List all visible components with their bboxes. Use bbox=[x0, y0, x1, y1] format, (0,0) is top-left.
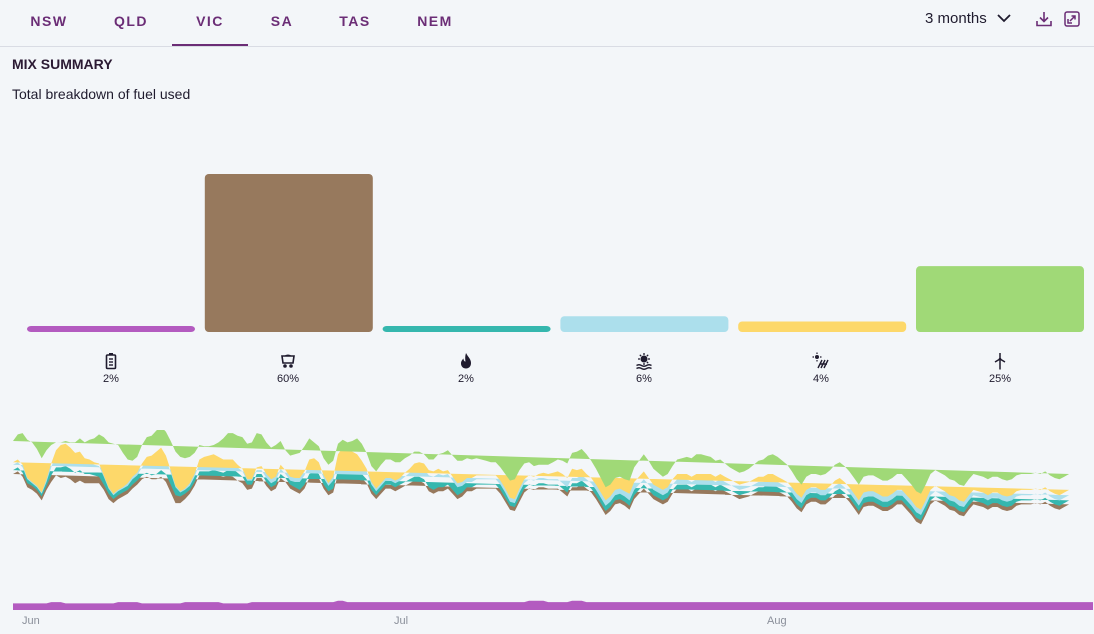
bar-wind[interactable] bbox=[916, 266, 1084, 332]
bar-solar[interactable] bbox=[738, 321, 907, 332]
fuel-mix-area-chart bbox=[13, 430, 1093, 610]
hydro-percent: 6% bbox=[636, 373, 652, 385]
coal-percent: 60% bbox=[276, 373, 300, 385]
x-tick-label-aug: Aug bbox=[767, 615, 787, 627]
bar-gas[interactable] bbox=[382, 326, 551, 332]
tab-vic[interactable]: VIC bbox=[172, 0, 248, 46]
tab-tas[interactable]: TAS bbox=[339, 13, 371, 29]
tab-qld[interactable]: QLD bbox=[113, 13, 149, 29]
bar-hydro[interactable] bbox=[560, 316, 729, 332]
fuel-stat-solar: 4% bbox=[791, 352, 851, 385]
gas-percent: 2% bbox=[458, 373, 474, 385]
wind-percent: 25% bbox=[988, 373, 1012, 385]
tab-nsw[interactable]: NSW bbox=[30, 13, 68, 29]
range-label: 3 months bbox=[925, 10, 987, 27]
fuel-stat-hydro: 6% bbox=[614, 352, 674, 385]
mix-summary-subtitle: Total breakdown of fuel used bbox=[12, 86, 191, 102]
tab-sa[interactable]: SA bbox=[270, 13, 294, 29]
hydro-icon bbox=[636, 353, 652, 370]
region-tab-bar: NSW QLD VIC SA TAS NEM 3 months bbox=[0, 0, 1094, 47]
area-series-0[interactable] bbox=[13, 600, 1093, 610]
expand-icon[interactable] bbox=[1063, 10, 1081, 28]
download-icon[interactable] bbox=[1035, 10, 1053, 28]
solar-percent: 4% bbox=[813, 373, 829, 385]
fuel-stat-wind: 25% bbox=[970, 352, 1030, 385]
x-tick-label-jun: Jun bbox=[22, 615, 40, 627]
range-select[interactable]: 3 months bbox=[925, 10, 1011, 27]
area-series-1[interactable] bbox=[13, 471, 1070, 525]
fuel-stat-battery: 2% bbox=[81, 352, 141, 385]
x-tick-label-jul: Jul bbox=[394, 615, 409, 627]
fuel-stat-coal: 60% bbox=[258, 352, 318, 385]
bar-battery[interactable] bbox=[27, 326, 195, 332]
mix-summary-title: MIX SUMMARY bbox=[12, 56, 113, 72]
chevron-down-icon bbox=[997, 14, 1011, 23]
flame-icon bbox=[461, 353, 471, 369]
area-series-2[interactable] bbox=[13, 466, 1070, 521]
battery-icon bbox=[105, 353, 117, 370]
solar-icon bbox=[812, 352, 829, 369]
wind-turbine-icon bbox=[994, 353, 1006, 370]
area-series-5[interactable] bbox=[13, 430, 1070, 494]
fuel-mix-bar-chart bbox=[27, 174, 1084, 332]
fuel-stat-gas: 2% bbox=[436, 352, 496, 385]
coal-cart-icon bbox=[281, 354, 295, 368]
battery-percent: 2% bbox=[103, 373, 119, 385]
tab-nem[interactable]: NEM bbox=[417, 13, 453, 29]
bar-coal[interactable] bbox=[204, 174, 373, 332]
